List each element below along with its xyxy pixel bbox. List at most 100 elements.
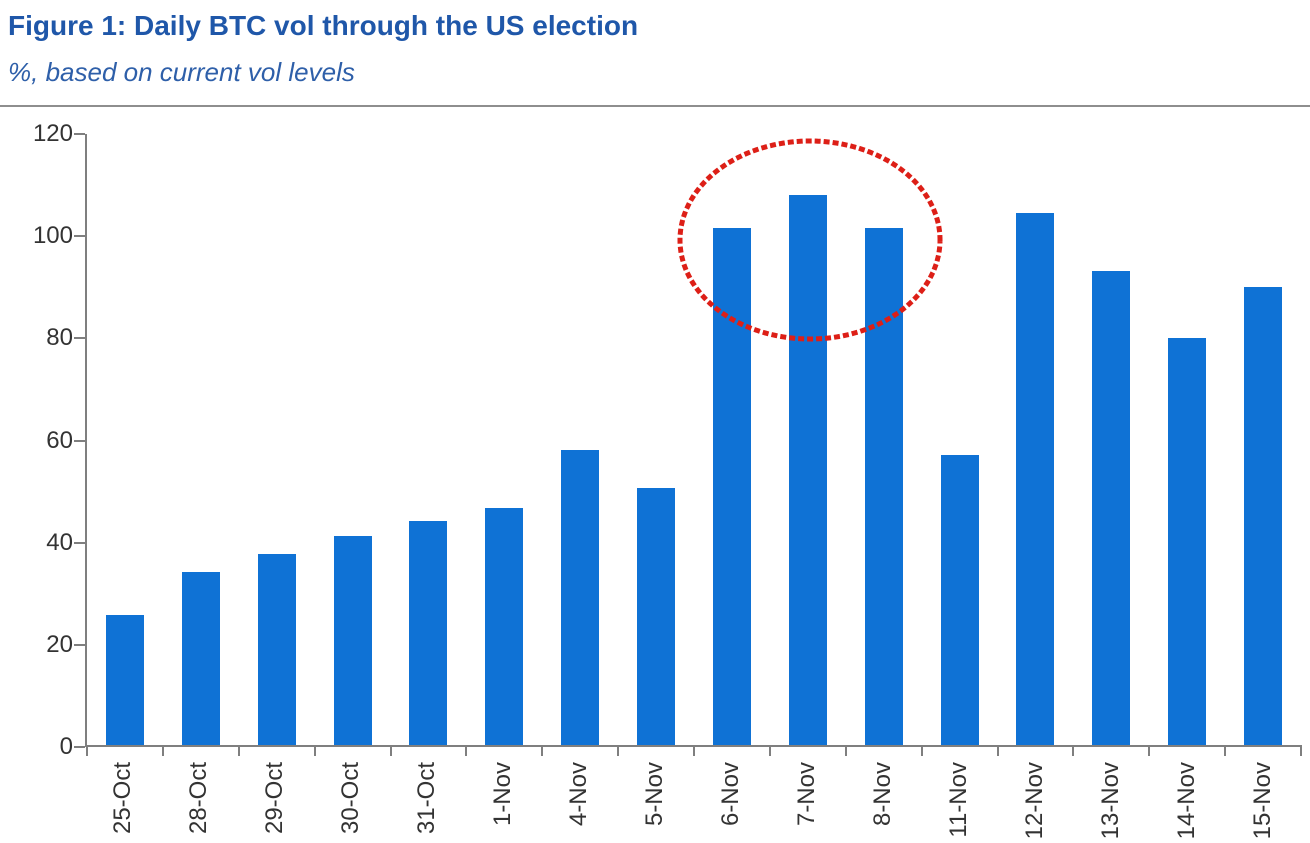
x-tick-mark [768, 745, 771, 756]
bar-11-Nov [940, 454, 979, 745]
x-tick-label-5-Nov: 5-Nov [641, 762, 668, 827]
x-tick-mark [1224, 745, 1227, 756]
x-tick-mark [541, 745, 544, 756]
x-tick-label-11-Nov: 11-Nov [945, 762, 972, 838]
x-tick-label-14-Nov: 14-Nov [1173, 762, 1200, 840]
x-label-cell: 8-Nov [845, 762, 921, 843]
x-tick-mark [693, 745, 695, 756]
bar-7-Nov [788, 195, 827, 745]
y-tick-label: 120 [32, 120, 73, 147]
x-label-cell: 5-Nov [617, 762, 693, 843]
x-tick-mark [389, 745, 392, 756]
x-label-cell: 11-Nov [921, 762, 997, 843]
x-label-cell: 30-Oct [313, 762, 389, 843]
bar-14-Nov [1168, 337, 1207, 745]
x-tick-label-7-Nov: 7-Nov [793, 762, 820, 827]
x-tick-mark [920, 745, 923, 756]
x-tick-mark [161, 745, 164, 756]
x-tick-mark [996, 745, 999, 756]
x-axis-labels: 25-Oct 28-Oct 29-Oct 30-Oct 31-Oct 1-Nov 4-Nov… [85, 762, 1301, 843]
x-tick-mark [237, 745, 240, 756]
x-tick-label-25-Oct: 25-Oct [109, 762, 136, 835]
bar-8-Nov [864, 228, 903, 745]
bar-cell [391, 134, 467, 745]
y-tick-mark [74, 541, 85, 544]
x-tick-mark [617, 745, 620, 756]
bar-cell [466, 134, 542, 745]
chart-plot-area: 0 20 40 60 80 100 120 [33, 120, 1302, 760]
x-label-cell: 13-Nov [1073, 762, 1149, 843]
bar-5-Nov [637, 487, 676, 745]
x-tick-label-30-Oct: 30-Oct [337, 762, 364, 835]
bar-cell [922, 134, 998, 745]
bar-4-Nov [561, 449, 600, 745]
y-tick-label: 40 [46, 528, 73, 556]
y-tick-label: 80 [46, 324, 73, 352]
bar-28-Oct [181, 571, 220, 745]
x-label-cell: 15-Nov [1225, 762, 1301, 843]
x-label-cell: 6-Nov [693, 762, 769, 843]
bar-15-Nov [1244, 286, 1283, 745]
x-tick-label-6-Nov: 6-Nov [717, 762, 744, 827]
x-tick-mark [86, 745, 88, 756]
x-tick-label-31-Oct: 31-Oct [413, 762, 440, 835]
bar-30-Oct [333, 536, 372, 745]
bar-cell [694, 134, 770, 745]
bar-cell [846, 134, 922, 745]
bars-container [87, 134, 1301, 745]
x-tick-mark [1300, 745, 1302, 756]
bar-13-Nov [1092, 271, 1131, 745]
x-label-cell: 1-Nov [465, 762, 541, 843]
x-label-cell: 25-Oct [85, 762, 161, 843]
bar-31-Oct [409, 520, 448, 745]
bar-25-Oct [105, 615, 144, 745]
x-label-cell: 31-Oct [389, 762, 465, 843]
bar-cell [770, 134, 846, 745]
y-tick-mark [74, 746, 85, 748]
bar-cell [87, 134, 163, 745]
bar-cell [1149, 134, 1225, 745]
x-label-cell: 12-Nov [997, 762, 1073, 843]
y-tick-mark [74, 235, 85, 238]
x-tick-label-4-Nov: 4-Nov [565, 762, 592, 827]
bar-cell [618, 134, 694, 745]
x-label-cell: 7-Nov [769, 762, 845, 843]
bar-cell [542, 134, 618, 745]
x-label-cell: 28-Oct [161, 762, 237, 843]
figure-subtitle: %, based on current vol levels [8, 57, 355, 87]
x-tick-mark [1148, 745, 1151, 756]
y-tick-label: 0 [59, 733, 73, 760]
x-label-cell: 29-Oct [237, 762, 313, 843]
bar-cell [315, 134, 391, 745]
header-divider [0, 105, 1310, 107]
bar-cell [1225, 134, 1301, 745]
x-tick-mark [844, 745, 847, 756]
y-tick-label: 100 [32, 222, 73, 250]
bar-cell [998, 134, 1074, 745]
x-tick-label-1-Nov: 1-Nov [489, 762, 516, 827]
figure-title: Figure 1: Daily BTC vol through the US e… [8, 10, 639, 41]
x-tick-mark [1072, 745, 1075, 756]
bar-cell [163, 134, 239, 745]
bar-cell [1073, 134, 1149, 745]
x-label-cell: 14-Nov [1149, 762, 1225, 843]
y-tick-mark [74, 133, 85, 135]
x-tick-label-29-Oct: 29-Oct [261, 762, 288, 835]
bar-29-Oct [257, 554, 296, 745]
y-tick-mark [74, 643, 85, 646]
x-label-cell: 4-Nov [541, 762, 617, 843]
bar-6-Nov [712, 228, 751, 745]
x-tick-mark [313, 745, 316, 756]
bar-1-Nov [485, 508, 524, 745]
y-tick-label: 60 [46, 426, 73, 454]
x-tick-label-28-Oct: 28-Oct [185, 762, 212, 835]
x-tick-label-15-Nov: 15-Nov [1249, 762, 1276, 840]
x-tick-label-13-Nov: 13-Nov [1097, 762, 1124, 840]
y-tick-mark [74, 337, 85, 340]
x-tick-label-12-Nov: 12-Nov [1021, 762, 1048, 840]
bar-12-Nov [1016, 212, 1055, 745]
x-tick-mark [465, 745, 468, 756]
y-tick-mark [74, 439, 85, 442]
bar-cell [239, 134, 315, 745]
